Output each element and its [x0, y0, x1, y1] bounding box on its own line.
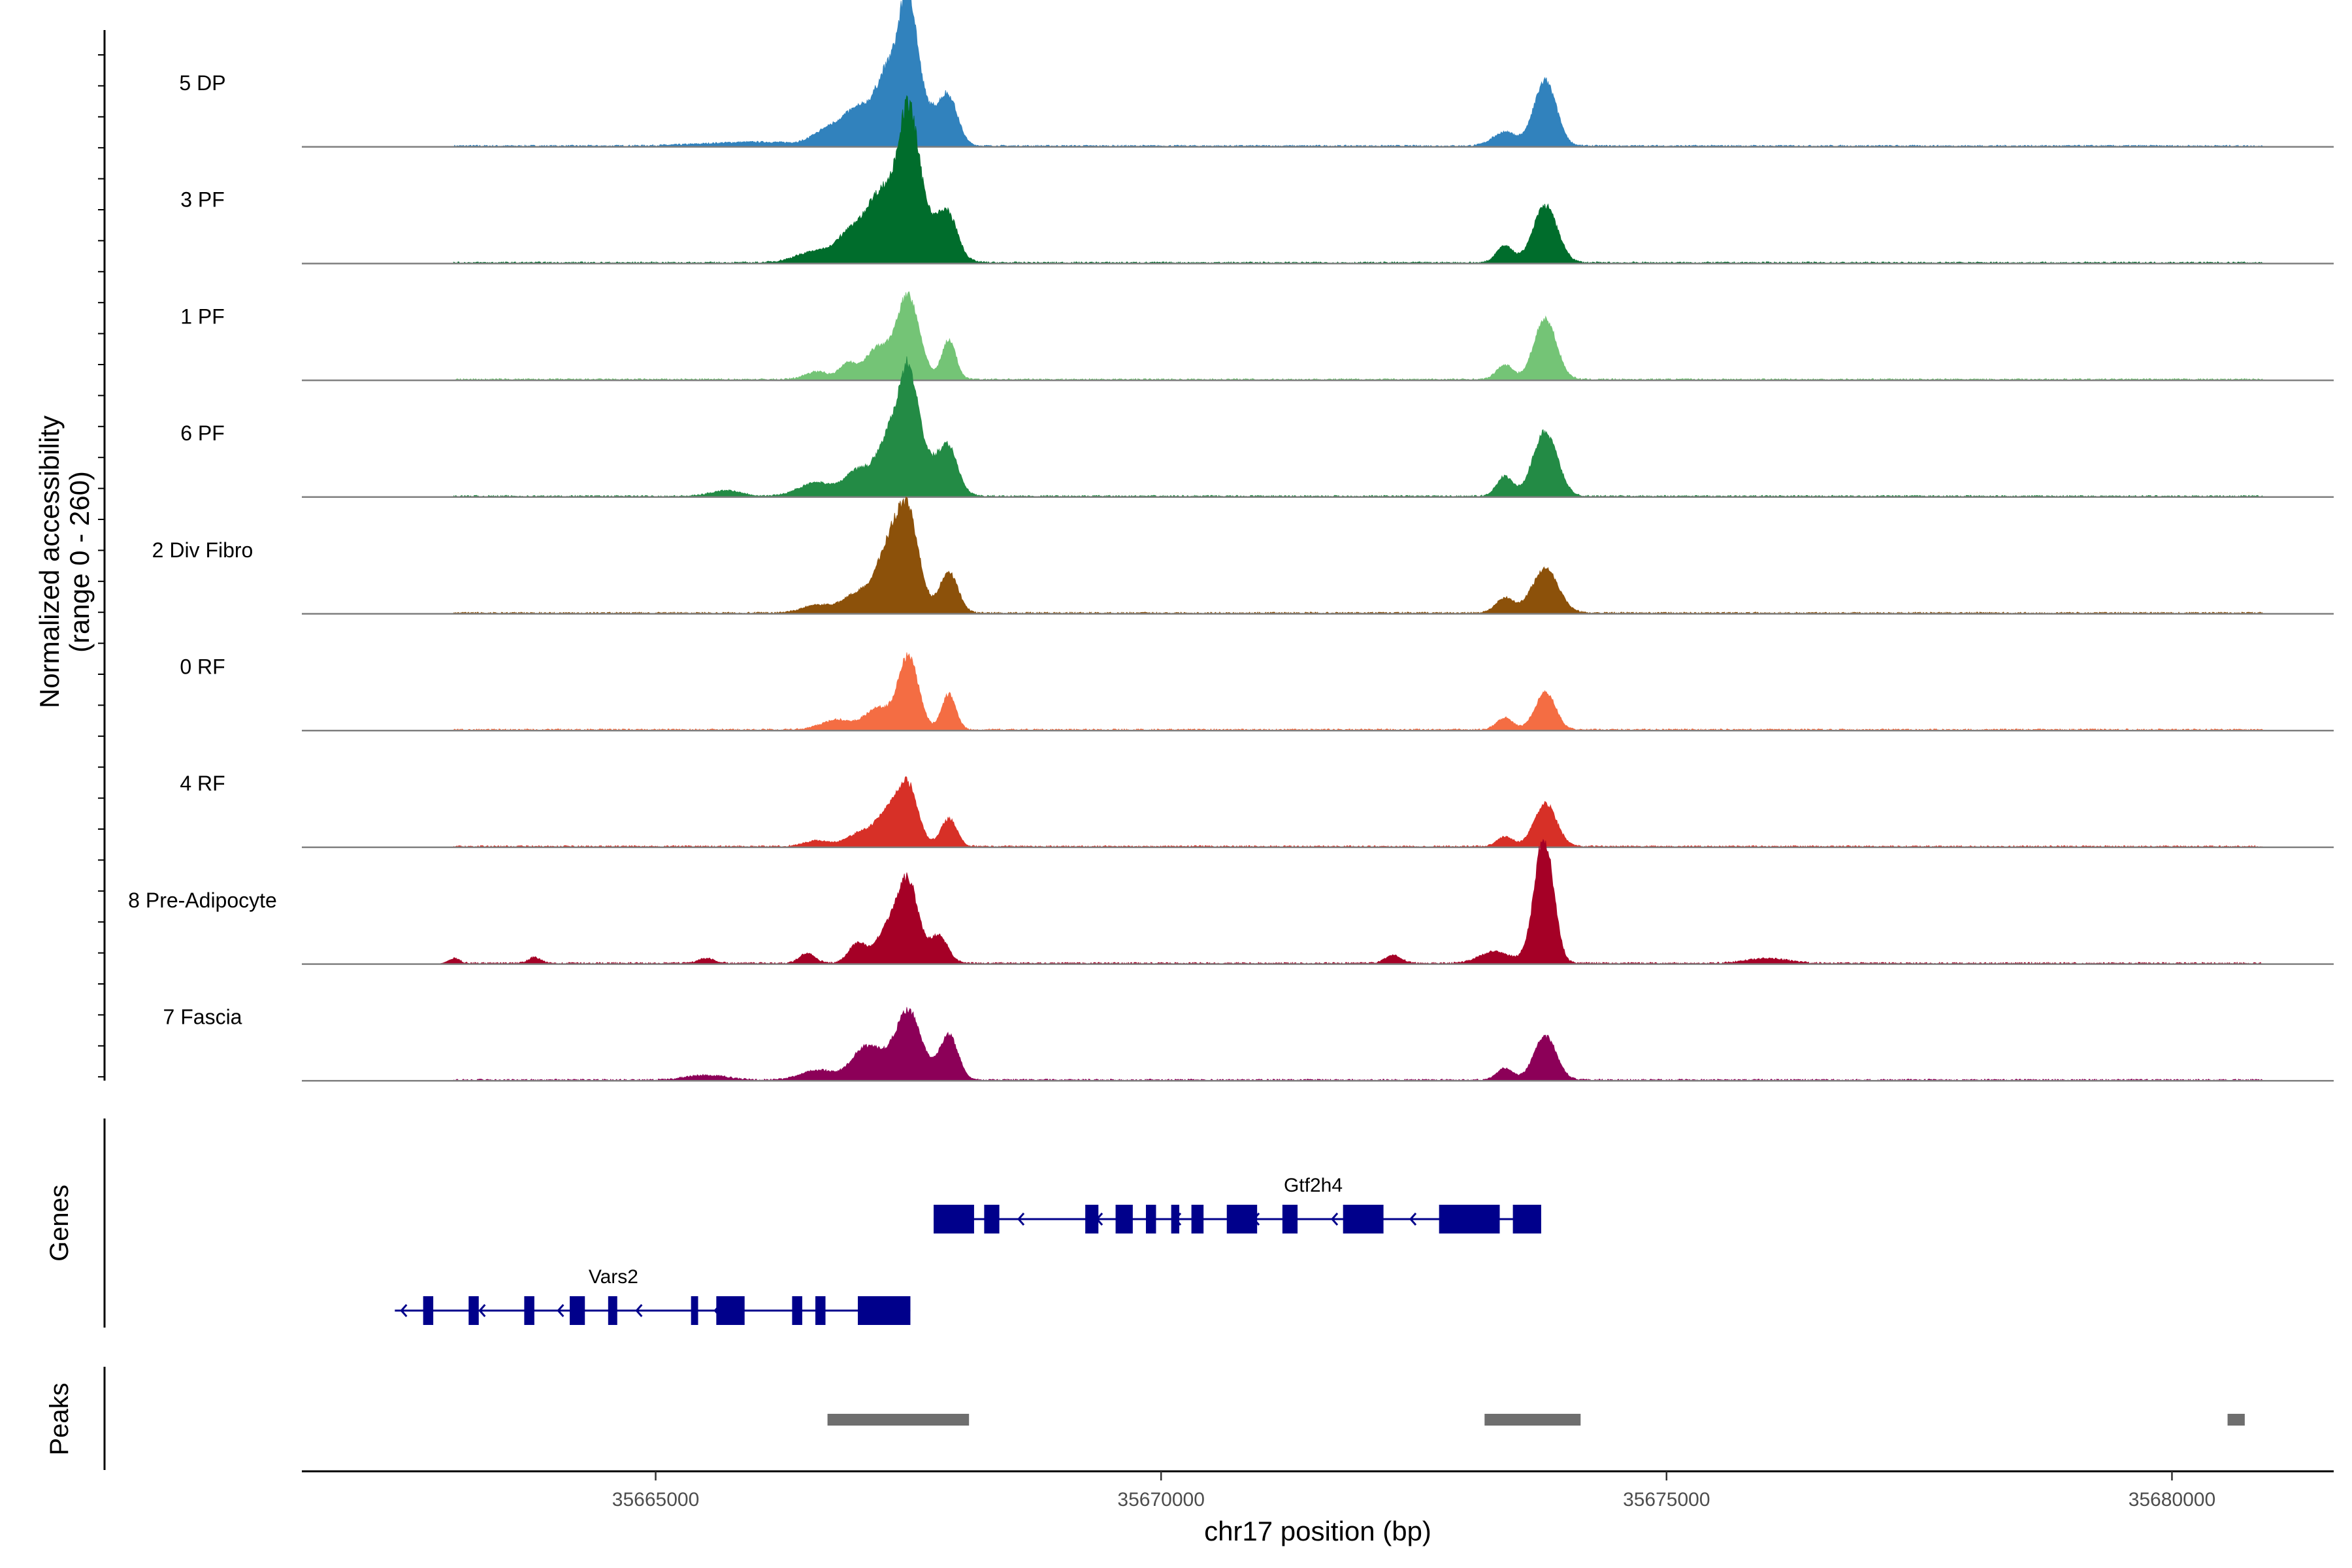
exon: [1343, 1205, 1384, 1233]
exon: [1115, 1205, 1133, 1233]
y-axis-title-line2: (range 0 - 260): [64, 471, 95, 653]
track-label: 5 DP: [179, 71, 225, 95]
track-7-fascia: 7 Fascia: [163, 1005, 2334, 1082]
exon: [1439, 1205, 1500, 1233]
track-1-pf: 1 PF: [180, 291, 2334, 382]
track-label: 0 RF: [180, 655, 225, 679]
coverage-area: [302, 838, 2274, 965]
coverage-area: [302, 1007, 2274, 1082]
gene-label: Vars2: [589, 1266, 638, 1288]
y-axis-title: Normalized accessibility (range 0 - 260): [34, 416, 95, 708]
x-tick-label: 35680000: [2129, 1489, 2215, 1511]
exon: [857, 1296, 911, 1325]
track-label: 6 PF: [180, 421, 225, 445]
track-5-dp: 5 DP: [179, 0, 2334, 148]
gene-vars2: Vars2: [395, 1266, 911, 1325]
coverage-area: [302, 356, 2274, 498]
x-axis-ticks: 35665000 35670000 35675000 35680000: [612, 1471, 2215, 1511]
y-axis-title-line1: Normalized accessibility: [34, 416, 65, 708]
peak-regions: [827, 1414, 2245, 1426]
peak-bar: [2227, 1414, 2245, 1426]
strand-arrow: [1331, 1213, 1339, 1226]
peaks-panel-label: Peaks: [45, 1382, 74, 1455]
x-tick-label: 35670000: [1117, 1489, 1204, 1511]
coverage-area: [302, 291, 2274, 381]
strand-arrow: [478, 1304, 486, 1317]
track-6-pf: 6 PF: [180, 356, 2334, 498]
coverage-area: [302, 776, 2274, 848]
exon: [792, 1296, 802, 1325]
exon: [1171, 1205, 1180, 1233]
track-label: 7 Fascia: [163, 1005, 242, 1029]
track-4-rf: 4 RF: [180, 772, 2334, 849]
coverage-tracks: 5 DP 3 PF 1 PF 6 PF 2 Div Fibro 0 RF 4 RF 8 Pre…: [128, 0, 2334, 1082]
coverage-area: [302, 652, 2274, 732]
strand-arrow: [1409, 1213, 1417, 1226]
exon: [934, 1205, 974, 1233]
exon: [1191, 1205, 1204, 1233]
x-axis-title: chr17 position (bp): [1204, 1516, 1431, 1546]
exon: [984, 1205, 1000, 1233]
exon: [691, 1296, 698, 1325]
track-label: 8 Pre-Adipocyte: [128, 889, 277, 912]
track-label: 3 PF: [180, 188, 225, 212]
track-8-pre-adipocyte: 8 Pre-Adipocyte: [128, 838, 2334, 965]
coverage-area: [302, 497, 2274, 615]
exon: [1226, 1205, 1258, 1233]
track-0-rf: 0 RF: [180, 652, 2334, 732]
coverage-area: [302, 0, 2274, 148]
track-label: 1 PF: [180, 304, 225, 328]
exon: [423, 1296, 434, 1325]
strand-arrow: [1017, 1213, 1025, 1226]
exon: [608, 1296, 617, 1325]
exon: [570, 1296, 585, 1325]
track-3-pf: 3 PF: [180, 95, 2334, 265]
exon: [1145, 1205, 1156, 1233]
x-tick-label: 35665000: [612, 1489, 699, 1511]
exon: [815, 1296, 826, 1325]
coverage-area: [302, 95, 2274, 265]
exon: [1282, 1205, 1298, 1233]
exon: [1085, 1205, 1099, 1233]
strand-arrow: [400, 1304, 408, 1317]
peak-bar: [1484, 1414, 1581, 1426]
gene-label: Gtf2h4: [1284, 1175, 1343, 1196]
coverage-y-ticks: [98, 54, 105, 1078]
track-2-div-fibro: 2 Div Fibro: [152, 497, 2334, 615]
x-tick-label: 35675000: [1623, 1489, 1710, 1511]
exon: [1512, 1205, 1541, 1233]
exon: [716, 1296, 745, 1325]
exon: [468, 1296, 479, 1325]
peak-bar: [827, 1414, 970, 1426]
gene-annotations: Gtf2h4 Vars2: [395, 1175, 1541, 1325]
exon: [524, 1296, 534, 1325]
track-label: 2 Div Fibro: [152, 538, 253, 562]
track-label: 4 RF: [180, 772, 225, 795]
genes-panel-label: Genes: [45, 1184, 74, 1262]
strand-arrow: [635, 1304, 643, 1317]
strand-arrow: [557, 1304, 564, 1317]
gene-gtf2h4: Gtf2h4: [934, 1175, 1541, 1233]
